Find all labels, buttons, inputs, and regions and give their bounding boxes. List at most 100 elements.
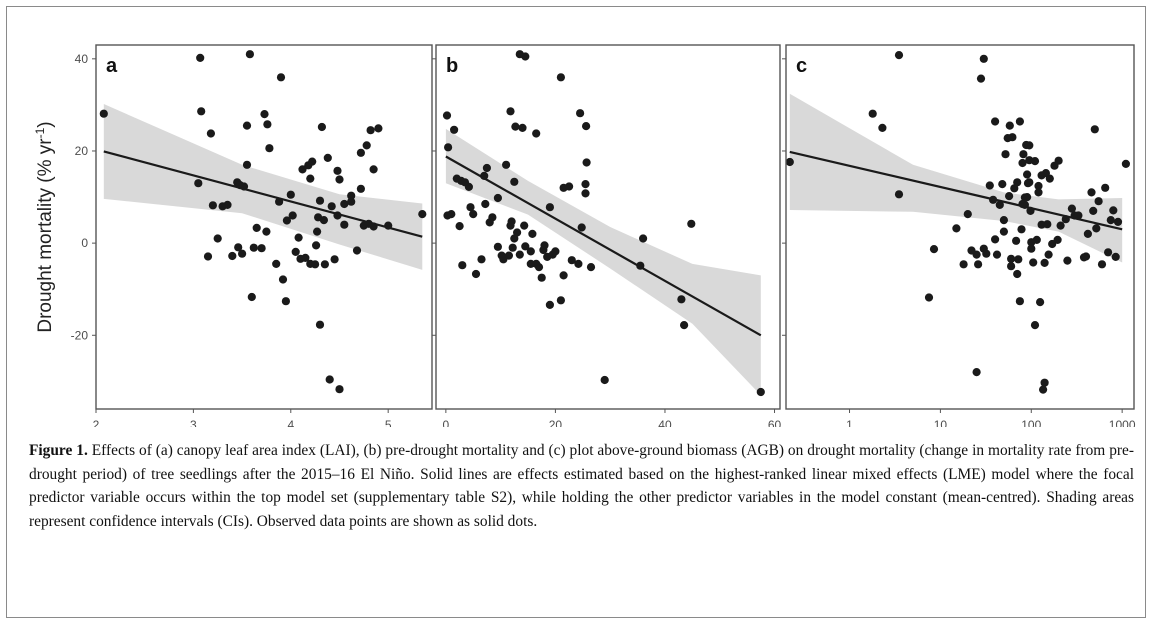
data-point [304,161,313,170]
data-point [323,153,332,162]
data-point [1111,252,1120,261]
data-point [1005,121,1014,130]
data-point [1007,262,1016,271]
data-point [282,216,291,225]
data-point [521,52,530,61]
x-tick-label: 3 [190,418,197,427]
data-point [894,190,904,199]
y-axis-title-end: ) [35,121,56,127]
data-point [520,221,529,230]
data-point [785,157,794,167]
data-point [275,197,284,206]
data-point [1044,250,1053,259]
data-point [228,251,237,261]
data-point [967,246,976,255]
data-point [1092,224,1101,233]
data-point [756,387,765,397]
data-point [1023,179,1033,188]
data-point [288,211,297,220]
data-point [1097,260,1107,269]
data-point [1121,159,1130,168]
data-point [384,221,393,230]
data-point [506,107,515,116]
data-point [356,148,365,157]
data-point [249,243,258,252]
data-point [262,227,271,236]
data-point [582,158,591,167]
data-point [291,247,300,256]
data-point [581,180,590,189]
data-point [1094,197,1103,206]
x-tick-label: 4 [287,418,294,427]
data-point [1104,248,1113,257]
fit-line [445,155,762,337]
data-point [319,216,328,225]
data-point [1079,253,1089,262]
x-tick-label: 2 [93,418,100,427]
data-point [545,300,555,309]
data-point [252,223,261,232]
data-point [457,176,466,185]
data-point [1083,229,1092,238]
data-point [1015,117,1024,126]
y-tick-label: -20 [71,328,89,342]
data-point [510,234,519,243]
data-point [556,296,566,305]
data-point [466,203,475,212]
data-point [979,54,988,63]
data-point [312,241,321,250]
y-axis-title-sup: -1 [33,127,47,138]
figure-frame: Drought mortality (% yr-1)a-20020402345L… [6,6,1146,618]
data-point [639,234,648,243]
data-point [1019,150,1028,159]
data-point [203,252,213,261]
data-point [352,246,362,255]
data-point [272,259,281,268]
data-point [985,181,994,190]
x-tick-label: 1000 [1109,418,1136,427]
data-point [320,260,329,269]
data-point [366,126,375,135]
data-point [998,180,1007,189]
data-point [551,247,560,256]
data-point [1025,156,1034,165]
data-point [234,243,243,252]
data-point [508,243,517,252]
data-point [278,275,288,284]
data-point [1034,188,1043,197]
data-point [1007,254,1016,263]
x-tick-label: 1 [846,418,853,427]
data-point [894,51,904,60]
data-point [532,129,541,138]
data-point [245,50,254,59]
panel-label: c [796,55,807,77]
data-point [369,165,378,174]
data-point [1029,258,1038,267]
data-point [1040,378,1049,387]
data-point [1109,206,1118,215]
data-point [242,160,252,169]
data-point [480,171,489,180]
data-point [511,122,520,131]
data-point [680,321,689,330]
data-point [208,201,217,210]
data-point [574,259,583,268]
data-point [504,251,513,260]
x-tick-label: 100 [1021,418,1041,427]
data-point [242,121,252,130]
data-point [972,368,981,377]
figure-panels: Drought mortality (% yr-1)a-20020402345L… [33,44,1136,427]
data-point [315,196,325,205]
data-point [1056,221,1065,230]
data-point [991,117,1000,126]
panel-c: c1101001000AGB (Mg ha-1) [782,44,1136,427]
data-point [442,111,452,120]
data-point [1043,220,1052,229]
caption-label: Figure 1. [29,442,88,459]
data-point [263,120,272,129]
y-tick-label: 20 [75,144,89,158]
data-point [1026,206,1035,215]
data-point [488,213,497,222]
data-point [581,189,590,198]
data-point [1013,178,1022,187]
